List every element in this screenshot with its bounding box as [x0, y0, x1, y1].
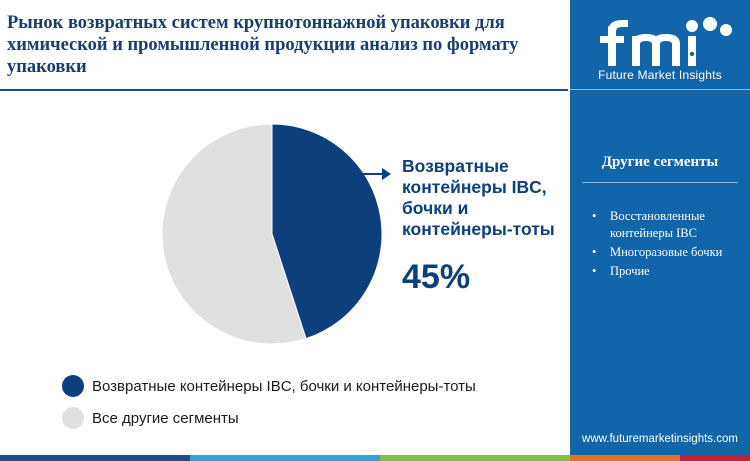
bullet-icon: • — [592, 245, 597, 259]
bottom-bar-segment — [380, 455, 570, 461]
segment-list: • Восстановленные контейнеры IBC • Много… — [592, 208, 742, 282]
legend-swatch — [62, 375, 84, 397]
legend-item-other: Все другие сегменты — [62, 406, 476, 430]
list-item: • Многоразовые бочки — [592, 245, 723, 259]
sidebar: Future Market Insights Другие сегменты •… — [570, 0, 750, 455]
list-item: • Прочие — [592, 264, 650, 278]
bottom-bar-segment — [570, 455, 680, 461]
legend-label: Возвратные контейнеры IBC, бочки и конте… — [92, 377, 476, 395]
callout-value: 45% — [402, 258, 471, 296]
legend-swatch — [62, 407, 84, 429]
logo-tagline: Future Market Insights — [598, 68, 722, 82]
chart-title: Рынок возвратных систем крупнотоннажной … — [7, 13, 519, 77]
bottom-bar-segment — [0, 455, 190, 461]
sidebar-divider — [570, 89, 750, 90]
bullet-icon: • — [592, 209, 597, 223]
other-segments-heading: Другие сегменты — [601, 154, 719, 170]
bottom-color-bar — [0, 455, 750, 461]
callout-arrow — [327, 168, 391, 180]
bullet-icon: • — [592, 264, 597, 278]
title-divider — [0, 89, 568, 91]
legend-item-returnable: Возвратные контейнеры IBC, бочки и конте… — [62, 374, 476, 398]
pie-slice-1 — [161, 123, 307, 345]
pie-chart — [161, 123, 391, 345]
callout-label: Возвратные контейнеры IBC, бочки и конте… — [402, 156, 555, 239]
bottom-bar-segment — [680, 455, 750, 461]
list-item: • Восстановленные контейнеры IBC — [592, 209, 705, 240]
bottom-bar-segment — [190, 455, 380, 461]
legend: Возвратные контейнеры IBC, бочки и конте… — [62, 374, 476, 438]
heading-divider — [582, 182, 738, 183]
website-link[interactable]: www.futuremarketinsights.com — [582, 433, 738, 445]
fmi-logo — [600, 17, 732, 66]
pie-slice-0 — [271, 123, 383, 340]
legend-label: Все другие сегменты — [92, 409, 239, 427]
